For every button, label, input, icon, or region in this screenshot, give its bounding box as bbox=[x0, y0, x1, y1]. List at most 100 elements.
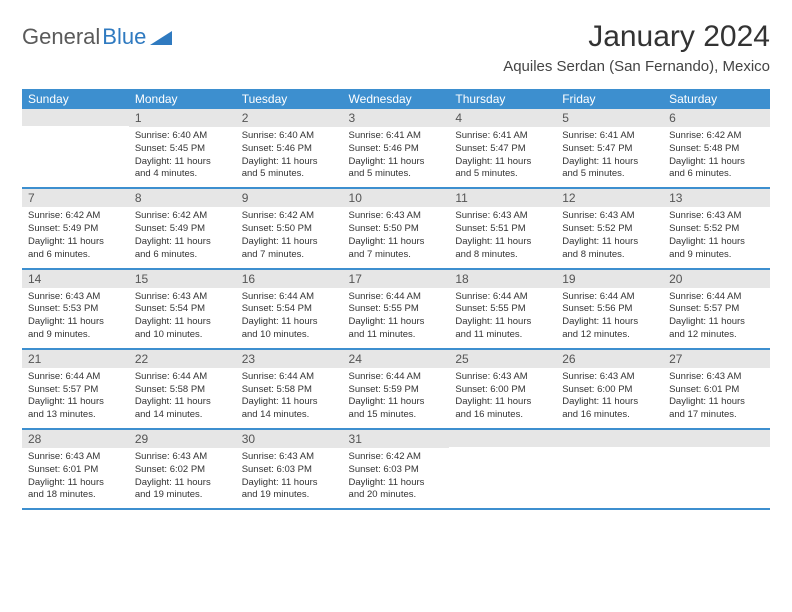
day-number: 28 bbox=[22, 430, 129, 448]
day-detail-line: Sunrise: 6:43 AM bbox=[242, 451, 337, 464]
day-detail-line: and 5 minutes. bbox=[242, 168, 337, 181]
day-detail-line: Daylight: 11 hours bbox=[669, 396, 764, 409]
day-detail-line: Sunset: 5:59 PM bbox=[349, 384, 444, 397]
day-detail-line: Sunrise: 6:44 AM bbox=[242, 291, 337, 304]
day-details bbox=[22, 126, 129, 182]
day-detail-line: Daylight: 11 hours bbox=[349, 316, 444, 329]
calendar-table: Sunday Monday Tuesday Wednesday Thursday… bbox=[22, 89, 770, 510]
day-detail-line: and 7 minutes. bbox=[349, 249, 444, 262]
day-detail-line: and 7 minutes. bbox=[242, 249, 337, 262]
day-detail-line: Sunset: 5:47 PM bbox=[562, 143, 657, 156]
day-detail-line: Sunset: 6:00 PM bbox=[562, 384, 657, 397]
header: GeneralBlue January 2024 Aquiles Serdan … bbox=[22, 20, 770, 75]
day-details: Sunrise: 6:43 AMSunset: 5:53 PMDaylight:… bbox=[22, 288, 129, 348]
day-detail-line: Daylight: 11 hours bbox=[135, 316, 230, 329]
title-block: January 2024 Aquiles Serdan (San Fernand… bbox=[503, 20, 770, 75]
day-cell: 21Sunrise: 6:44 AMSunset: 5:57 PMDayligh… bbox=[22, 349, 129, 429]
day-detail-line: Sunrise: 6:41 AM bbox=[455, 130, 550, 143]
day-cell bbox=[449, 429, 556, 509]
day-details: Sunrise: 6:44 AMSunset: 5:58 PMDaylight:… bbox=[236, 368, 343, 428]
calendar-page: GeneralBlue January 2024 Aquiles Serdan … bbox=[0, 0, 792, 530]
day-detail-line: Sunrise: 6:42 AM bbox=[669, 130, 764, 143]
day-detail-line: and 16 minutes. bbox=[455, 409, 550, 422]
day-detail-line: Sunset: 5:48 PM bbox=[669, 143, 764, 156]
day-number: 18 bbox=[449, 270, 556, 288]
day-detail-line: and 16 minutes. bbox=[562, 409, 657, 422]
day-detail-line: Sunrise: 6:41 AM bbox=[349, 130, 444, 143]
day-number bbox=[663, 430, 770, 447]
day-detail-line: Sunrise: 6:43 AM bbox=[455, 371, 550, 384]
day-detail-line: Sunset: 6:01 PM bbox=[28, 464, 123, 477]
day-details bbox=[449, 447, 556, 503]
day-cell: 16Sunrise: 6:44 AMSunset: 5:54 PMDayligh… bbox=[236, 269, 343, 349]
day-number: 31 bbox=[343, 430, 450, 448]
day-detail-line: Daylight: 11 hours bbox=[669, 156, 764, 169]
day-detail-line: and 12 minutes. bbox=[669, 329, 764, 342]
day-detail-line: and 8 minutes. bbox=[562, 249, 657, 262]
day-number: 27 bbox=[663, 350, 770, 368]
day-detail-line: Sunrise: 6:43 AM bbox=[349, 210, 444, 223]
day-number bbox=[449, 430, 556, 447]
day-number: 9 bbox=[236, 189, 343, 207]
day-detail-line: and 4 minutes. bbox=[135, 168, 230, 181]
day-detail-line: Sunrise: 6:44 AM bbox=[242, 371, 337, 384]
day-detail-line: Sunrise: 6:44 AM bbox=[349, 371, 444, 384]
day-cell: 4Sunrise: 6:41 AMSunset: 5:47 PMDaylight… bbox=[449, 109, 556, 188]
day-detail-line: Sunrise: 6:43 AM bbox=[562, 210, 657, 223]
day-cell: 14Sunrise: 6:43 AMSunset: 5:53 PMDayligh… bbox=[22, 269, 129, 349]
day-detail-line: and 14 minutes. bbox=[242, 409, 337, 422]
day-detail-line: Daylight: 11 hours bbox=[562, 156, 657, 169]
dayhead-sun: Sunday bbox=[22, 89, 129, 109]
day-detail-line: and 6 minutes. bbox=[135, 249, 230, 262]
day-detail-line: and 19 minutes. bbox=[242, 489, 337, 502]
day-detail-line: Daylight: 11 hours bbox=[242, 396, 337, 409]
day-cell: 29Sunrise: 6:43 AMSunset: 6:02 PMDayligh… bbox=[129, 429, 236, 509]
day-details: Sunrise: 6:41 AMSunset: 5:47 PMDaylight:… bbox=[556, 127, 663, 187]
day-detail-line: and 20 minutes. bbox=[349, 489, 444, 502]
day-details: Sunrise: 6:43 AMSunset: 6:00 PMDaylight:… bbox=[556, 368, 663, 428]
day-detail-line: and 5 minutes. bbox=[349, 168, 444, 181]
day-detail-line: and 19 minutes. bbox=[135, 489, 230, 502]
day-number: 22 bbox=[129, 350, 236, 368]
day-detail-line: and 17 minutes. bbox=[669, 409, 764, 422]
location-subtitle: Aquiles Serdan (San Fernando), Mexico bbox=[503, 58, 770, 75]
day-details: Sunrise: 6:41 AMSunset: 5:46 PMDaylight:… bbox=[343, 127, 450, 187]
day-number: 12 bbox=[556, 189, 663, 207]
day-details: Sunrise: 6:43 AMSunset: 6:03 PMDaylight:… bbox=[236, 448, 343, 508]
day-detail-line: Sunset: 5:57 PM bbox=[28, 384, 123, 397]
day-detail-line: Daylight: 11 hours bbox=[349, 396, 444, 409]
day-detail-line: Daylight: 11 hours bbox=[28, 477, 123, 490]
day-cell: 30Sunrise: 6:43 AMSunset: 6:03 PMDayligh… bbox=[236, 429, 343, 509]
day-details: Sunrise: 6:42 AMSunset: 5:50 PMDaylight:… bbox=[236, 207, 343, 267]
day-detail-line: Daylight: 11 hours bbox=[455, 156, 550, 169]
day-number bbox=[556, 430, 663, 447]
day-detail-line: Daylight: 11 hours bbox=[669, 236, 764, 249]
calendar-body: 1Sunrise: 6:40 AMSunset: 5:45 PMDaylight… bbox=[22, 109, 770, 509]
day-number: 20 bbox=[663, 270, 770, 288]
day-cell bbox=[22, 109, 129, 188]
day-cell: 23Sunrise: 6:44 AMSunset: 5:58 PMDayligh… bbox=[236, 349, 343, 429]
day-cell bbox=[556, 429, 663, 509]
day-detail-line: Sunrise: 6:42 AM bbox=[28, 210, 123, 223]
day-detail-line: Daylight: 11 hours bbox=[242, 316, 337, 329]
day-detail-line: Sunset: 5:50 PM bbox=[242, 223, 337, 236]
day-detail-line: Sunrise: 6:43 AM bbox=[455, 210, 550, 223]
day-detail-line: Sunrise: 6:40 AM bbox=[242, 130, 337, 143]
day-detail-line: Daylight: 11 hours bbox=[455, 236, 550, 249]
day-detail-line: Daylight: 11 hours bbox=[562, 396, 657, 409]
day-details: Sunrise: 6:44 AMSunset: 5:58 PMDaylight:… bbox=[129, 368, 236, 428]
day-detail-line: and 5 minutes. bbox=[562, 168, 657, 181]
day-cell: 10Sunrise: 6:43 AMSunset: 5:50 PMDayligh… bbox=[343, 188, 450, 268]
day-detail-line: Daylight: 11 hours bbox=[28, 316, 123, 329]
day-detail-line: Sunrise: 6:43 AM bbox=[28, 451, 123, 464]
day-detail-line: Sunrise: 6:44 AM bbox=[28, 371, 123, 384]
day-cell: 26Sunrise: 6:43 AMSunset: 6:00 PMDayligh… bbox=[556, 349, 663, 429]
dayhead-mon: Monday bbox=[129, 89, 236, 109]
day-detail-line: Sunrise: 6:40 AM bbox=[135, 130, 230, 143]
day-details bbox=[556, 447, 663, 503]
day-detail-line: and 6 minutes. bbox=[28, 249, 123, 262]
day-detail-line: Daylight: 11 hours bbox=[242, 156, 337, 169]
day-detail-line: Sunrise: 6:44 AM bbox=[455, 291, 550, 304]
day-details: Sunrise: 6:43 AMSunset: 6:02 PMDaylight:… bbox=[129, 448, 236, 508]
dayhead-tue: Tuesday bbox=[236, 89, 343, 109]
